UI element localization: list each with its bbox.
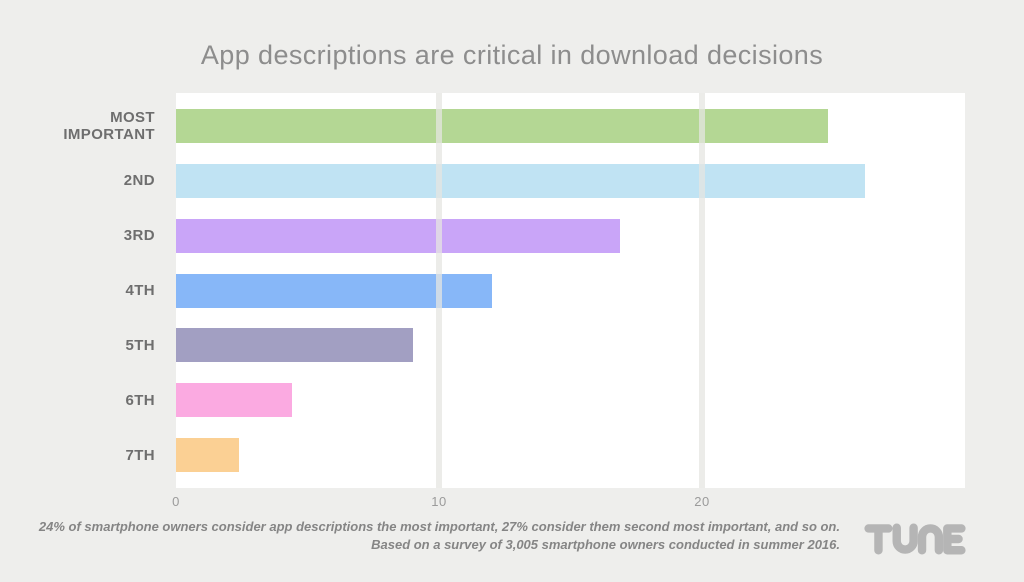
footnote: 24% of smartphone owners consider app de… [39, 518, 840, 554]
category-label-1: MOST IMPORTANT [63, 109, 155, 143]
bar-1 [176, 109, 829, 143]
y-axis-labels: MOST IMPORTANT 2ND 3RD 4TH 5TH 6TH 7TH [0, 93, 166, 488]
category-label-4: 4TH [125, 282, 155, 299]
category-label-2: 2ND [123, 172, 155, 190]
x-tick-label-20: 20 [694, 494, 710, 509]
gridline-20 [698, 93, 705, 488]
x-tick-label-0: 0 [172, 494, 180, 509]
x-axis: 0 10 20 [172, 494, 965, 512]
logo-letter-e [943, 524, 966, 555]
bar-3 [176, 218, 621, 253]
logo-letter-u [892, 523, 918, 554]
gridline-10 [435, 93, 442, 488]
footnote-line-1: 24% of smartphone owners consider app de… [38, 519, 840, 534]
bar-5 [176, 328, 413, 363]
category-label-6: 6TH [125, 391, 155, 409]
footnote-line-2: Based on a survey of 3,005 smartphone ow… [371, 537, 840, 553]
category-label-5: 5TH [125, 336, 155, 354]
chart-title: App descriptions are critical in downloa… [200, 40, 824, 70]
bar-6 [176, 383, 292, 418]
bar-2 [176, 163, 866, 198]
tune-logo [864, 523, 966, 555]
bar-4 [176, 273, 492, 308]
plot-area [176, 93, 965, 488]
category-label-3: 3RD [123, 227, 155, 245]
x-tick-label-10: 10 [431, 494, 447, 509]
logo-letter-t [864, 524, 893, 555]
logo-letter-n [917, 524, 944, 555]
category-label-7: 7TH [125, 446, 155, 464]
bar-7 [176, 438, 240, 472]
